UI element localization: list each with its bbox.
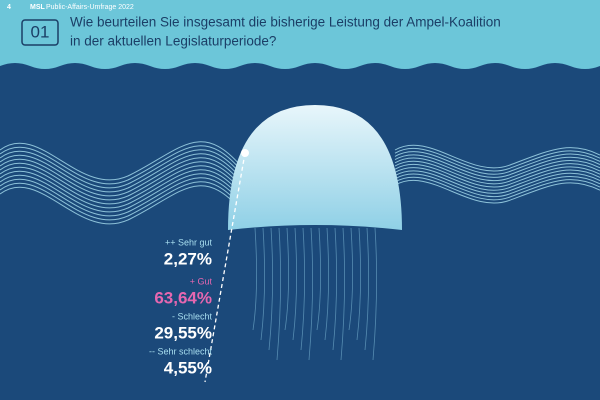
answer-value: 63,64% (154, 288, 212, 307)
wave-line (394, 154, 600, 178)
question-text: in der aktuellen Legislaturperiode? (70, 34, 276, 49)
tentacle (324, 227, 329, 341)
tentacle (316, 227, 321, 331)
answer-value: 2,27% (164, 249, 212, 268)
wave-line (0, 165, 241, 205)
wave-line (394, 144, 600, 169)
header-band (0, 0, 600, 69)
tentacle (340, 227, 345, 361)
wave-line (394, 170, 600, 194)
wave-line (394, 173, 600, 198)
tentacle (364, 227, 369, 351)
tentacles (252, 227, 377, 361)
wave-line (0, 185, 241, 225)
answers: ++ Sehr gut 2,27% + Gut 63,64% - Schlecht 29,… (149, 237, 213, 377)
tentacle (308, 227, 313, 361)
waves (0, 141, 600, 225)
tentacle (268, 227, 273, 351)
answer-label: ++ Sehr gut (165, 237, 213, 247)
wave-line (0, 161, 241, 201)
tentacle (300, 227, 305, 351)
wave-line (0, 141, 241, 181)
pointer-line (204, 152, 246, 383)
wave-line (394, 160, 600, 185)
tentacle (332, 227, 337, 351)
wave-line (0, 169, 241, 209)
question-text: Wie beurteilen Sie insgesamt die bisheri… (70, 15, 501, 30)
wave-line (0, 145, 241, 185)
brand: MSL (30, 4, 46, 11)
answer-label: + Gut (190, 276, 213, 286)
wave-line (0, 149, 241, 189)
tentacle (252, 227, 257, 331)
tentacle (292, 227, 297, 341)
answer-value: 29,55% (154, 323, 212, 342)
tentacle (260, 227, 265, 341)
publication: Public-Affairs-Umfrage 2022 (46, 4, 134, 11)
wave-line (394, 179, 600, 204)
wave-line (0, 173, 241, 213)
wave-line (0, 157, 241, 197)
wave-line (394, 147, 600, 172)
page-number: 4 (7, 4, 11, 11)
wave-line (394, 167, 600, 191)
question-number-box (21, 19, 59, 46)
wave-line (0, 181, 241, 221)
jellyfish-bell (228, 105, 402, 230)
wave-line (394, 151, 600, 175)
wave-line (394, 176, 600, 201)
tentacle (348, 227, 353, 331)
tentacle (284, 227, 289, 331)
tentacle (372, 227, 377, 361)
wave-line (0, 153, 241, 193)
answer-label: -- Sehr schlecht (149, 346, 213, 356)
answer-label: - Schlecht (172, 311, 213, 321)
tentacle (276, 227, 281, 361)
wave-line (0, 177, 241, 217)
answer-value: 4,55% (164, 358, 212, 377)
tentacle (356, 227, 361, 341)
question-number: 01 (31, 22, 50, 41)
pointer-dot (241, 149, 249, 157)
wave-line (394, 163, 600, 188)
wave-line (394, 157, 600, 182)
